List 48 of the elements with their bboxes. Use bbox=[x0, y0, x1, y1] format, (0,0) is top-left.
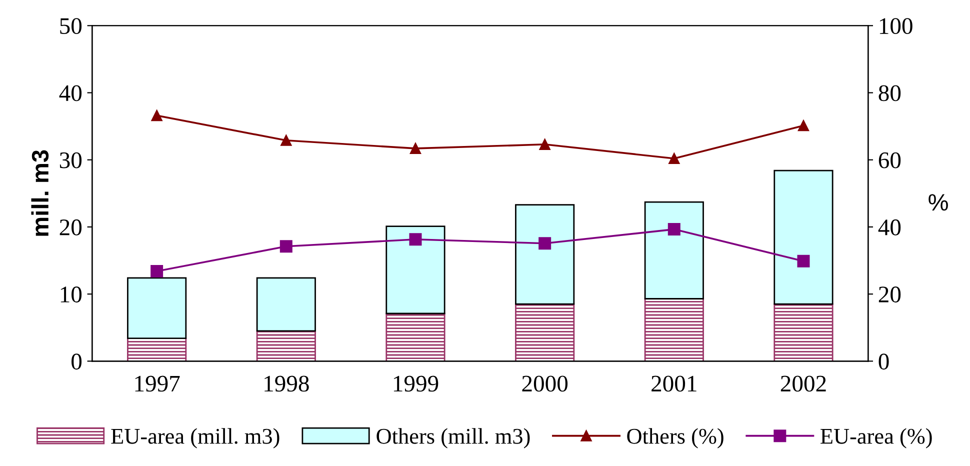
bar bbox=[386, 226, 446, 314]
y2-tick-label: 60 bbox=[878, 152, 901, 168]
bar bbox=[515, 204, 575, 305]
point bbox=[150, 264, 164, 278]
x-tick-label: 2002 bbox=[780, 376, 826, 392]
y-tick-label: 50 bbox=[60, 18, 82, 34]
y2-tick-label: 20 bbox=[878, 286, 901, 302]
bar bbox=[386, 312, 446, 362]
point bbox=[797, 254, 810, 268]
legend-label: Others (%) bbox=[627, 428, 724, 448]
bar bbox=[256, 277, 316, 332]
point bbox=[798, 120, 810, 132]
y-tick-label: 0 bbox=[72, 354, 82, 370]
point bbox=[539, 138, 550, 150]
point bbox=[538, 237, 552, 250]
bar bbox=[127, 277, 187, 340]
x-tick-label: 1997 bbox=[135, 376, 180, 392]
point bbox=[668, 223, 680, 236]
legend-label: Others (mill. m3) bbox=[376, 428, 530, 448]
x-tick-label: 1999 bbox=[394, 376, 438, 392]
y2-tick-label: 40 bbox=[878, 219, 901, 236]
bar bbox=[774, 303, 834, 362]
point bbox=[151, 110, 162, 122]
y-tick-label: 30 bbox=[60, 152, 82, 168]
bar bbox=[256, 330, 316, 362]
y2-tick-label: 100 bbox=[880, 18, 912, 34]
legend-label: EU-area (%) bbox=[820, 428, 932, 448]
y-tick-label: 10 bbox=[60, 286, 82, 302]
point bbox=[410, 142, 422, 154]
point bbox=[409, 233, 422, 246]
bar bbox=[127, 338, 187, 362]
x-tick-label: 2000 bbox=[522, 376, 568, 392]
bar bbox=[515, 303, 575, 362]
x-tick-label: 1998 bbox=[264, 376, 309, 392]
bar bbox=[644, 298, 704, 362]
point bbox=[280, 240, 292, 253]
point bbox=[280, 134, 292, 146]
y2-tick-label: 80 bbox=[878, 85, 901, 102]
point bbox=[668, 152, 680, 164]
y-tick-label: 20 bbox=[60, 219, 82, 236]
y-axis-title: mill. m3 bbox=[31, 150, 49, 236]
bar bbox=[774, 170, 834, 305]
y-tick-label: 40 bbox=[59, 85, 82, 102]
x-tick-label: 2001 bbox=[652, 376, 696, 392]
y2-tick-label: 0 bbox=[878, 354, 889, 370]
legend-label: EU-area (mill. m3) bbox=[111, 428, 280, 448]
bar bbox=[644, 201, 704, 300]
y2-axis-title: % bbox=[928, 194, 948, 211]
